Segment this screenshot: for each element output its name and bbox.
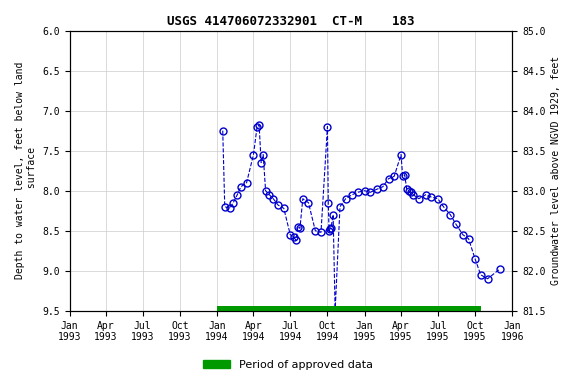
Y-axis label: Groundwater level above NGVD 1929, feet: Groundwater level above NGVD 1929, feet: [551, 56, 561, 285]
Y-axis label: Depth to water level, feet below land
 surface: Depth to water level, feet below land su…: [15, 62, 37, 280]
Legend: Period of approved data: Period of approved data: [198, 356, 378, 375]
Bar: [217, 306, 481, 316]
Title: USGS 414706072332901  CT-M    183: USGS 414706072332901 CT-M 183: [167, 15, 415, 28]
